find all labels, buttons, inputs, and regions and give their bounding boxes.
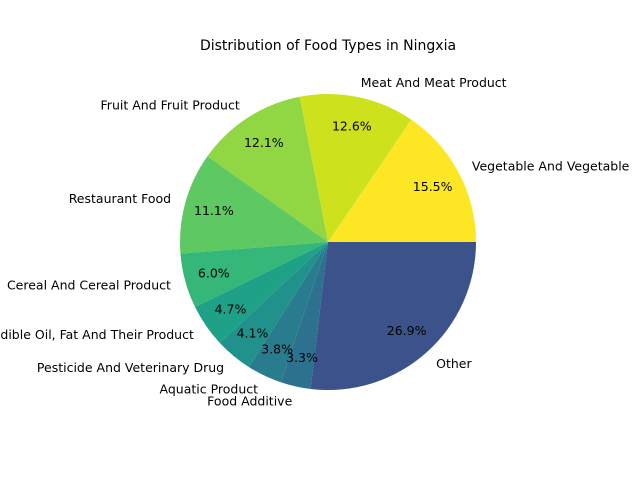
pie-pct-other: 26.9% bbox=[387, 323, 427, 338]
chart-title: Distribution of Food Types in Ningxia bbox=[200, 38, 456, 54]
pie-pct-fruit-and-fruit-product: 12.1% bbox=[244, 135, 284, 150]
pie-slice-cereal-and-cereal-product bbox=[180, 242, 328, 308]
pie-pct-edible-oil-fat-and-their-product: 4.7% bbox=[215, 302, 247, 317]
pie-pct-restaurant-food: 11.1% bbox=[194, 203, 234, 218]
pie-pct-food-additive: 3.3% bbox=[286, 350, 318, 365]
pie-slice-pesticide-and-veterinary-drug bbox=[219, 242, 328, 368]
pie-pct-meat-and-meat-product: 12.6% bbox=[332, 119, 372, 134]
pie-pct-cereal-and-cereal-product: 6.0% bbox=[198, 266, 230, 281]
pie-slices bbox=[180, 94, 476, 391]
pie-label-fruit-and-fruit-product: Fruit And Fruit Product bbox=[101, 98, 240, 113]
pie-slice-meat-and-meat-product bbox=[299, 94, 412, 242]
pie-pct-aquatic-product: 3.8% bbox=[261, 341, 293, 356]
pie-pct-pesticide-and-veterinary-drug: 4.1% bbox=[237, 326, 269, 341]
pie-label-restaurant-food: Restaurant Food bbox=[69, 191, 171, 206]
pie-slice-edible-oil-fat-and-their-product bbox=[195, 242, 328, 343]
pie-label-cereal-and-cereal-product: Cereal And Cereal Product bbox=[7, 277, 171, 292]
pie-labels: Vegetable And Vegetable 15.5% Meat And Mea… bbox=[0, 75, 630, 408]
pie-label-food-additive: Food Additive bbox=[207, 393, 292, 408]
pie-pct-vegetable-and-vegetable: 15.5% bbox=[413, 179, 453, 194]
pie-label-other: Other bbox=[436, 356, 472, 371]
pie-label-meat-and-meat-product: Meat And Meat Product bbox=[361, 75, 507, 90]
pie-label-pesticide-and-veterinary-drug: Pesticide And Veterinary Drug bbox=[37, 360, 224, 375]
pie-label-vegetable-and-vegetable: Vegetable And Vegetable bbox=[472, 158, 630, 173]
pie-slice-restaurant-food bbox=[180, 156, 328, 254]
pie-label-aquatic-product: Aquatic Product bbox=[160, 382, 259, 397]
pie-slice-vegetable-and-vegetable bbox=[328, 119, 476, 242]
pie-slice-fruit-and-fruit-product bbox=[207, 96, 328, 242]
pie-slice-aquatic-product bbox=[248, 242, 328, 383]
pie-slice-other bbox=[310, 242, 476, 391]
pie-label-edible-oil-fat-and-their-product: Edible Oil, Fat And Their Product bbox=[0, 327, 194, 342]
pie-slice-food-additive bbox=[280, 242, 328, 389]
